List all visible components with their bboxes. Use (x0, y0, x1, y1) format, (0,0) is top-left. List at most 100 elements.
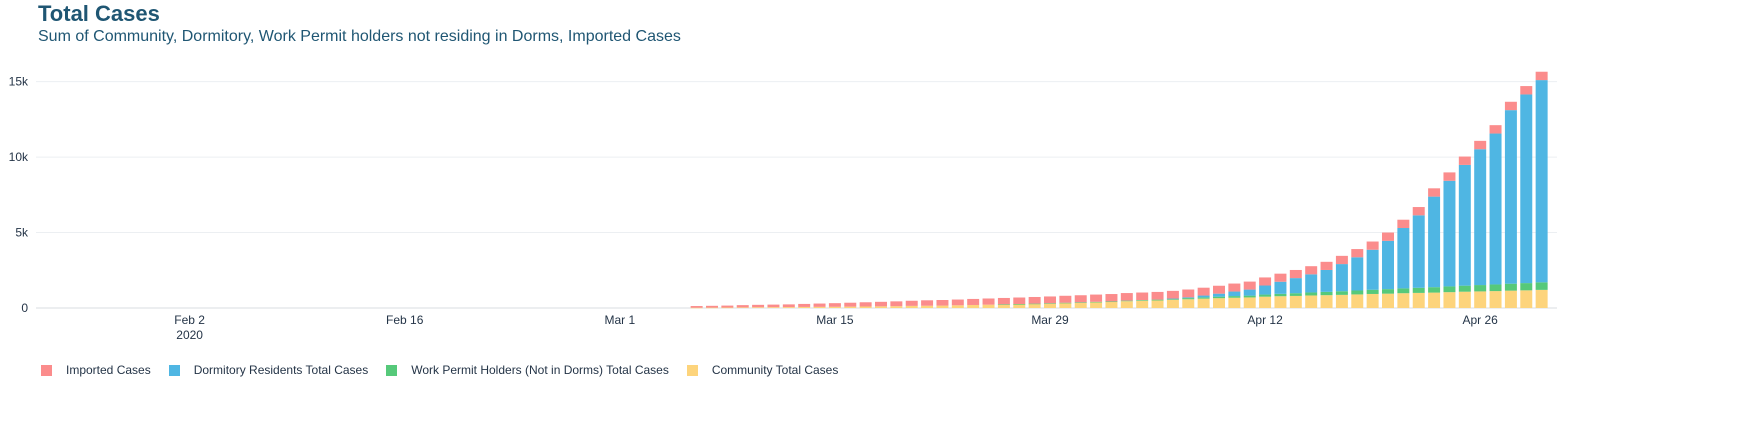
bar-segment (1489, 284, 1502, 292)
bar-segment (721, 307, 734, 309)
bar-segment (1289, 295, 1302, 308)
y-tick-label: 15k (9, 75, 29, 89)
bar-segment (1320, 261, 1333, 270)
bar-segment (1351, 249, 1364, 258)
bar-segment (951, 305, 964, 308)
bar-segment (1520, 94, 1533, 284)
bar-segment (1166, 298, 1179, 300)
bar-segment (1013, 304, 1026, 308)
bar-segment (1028, 303, 1041, 308)
bar-segment (1228, 297, 1241, 308)
bar-segment (1182, 299, 1195, 308)
bar-segment (859, 306, 872, 308)
bar-segment (1320, 295, 1333, 308)
bar-segment (1028, 296, 1041, 304)
bar-segment (1105, 301, 1118, 303)
bar-segment (982, 298, 995, 305)
bar-segment (1166, 290, 1179, 299)
bar-segment (1520, 86, 1533, 95)
bar-segment (1366, 289, 1379, 294)
bar-segment (1105, 294, 1118, 302)
bar-segment (1412, 215, 1425, 288)
bar-segment (1228, 296, 1241, 298)
legend-item[interactable]: Imported Cases (41, 363, 151, 377)
legend-item[interactable]: Community Total Cases (686, 363, 839, 377)
bar-segment (1289, 293, 1302, 296)
bar-segment (1274, 293, 1287, 297)
bar-segment (1243, 289, 1256, 296)
legend-swatch (168, 364, 180, 376)
bar-segment (706, 305, 718, 308)
bar-segment (1044, 303, 1056, 308)
bar-segment (1305, 274, 1318, 293)
bar-segment (967, 298, 980, 305)
bar-segment (1305, 295, 1318, 308)
legend-swatch (41, 364, 52, 376)
bar-segment (1397, 293, 1410, 308)
bar-segment (1474, 149, 1487, 286)
bar-segment (828, 306, 841, 308)
bar-segment (1366, 241, 1379, 250)
bar-segment (767, 307, 780, 308)
x-tick-label: Apr 12 (1247, 313, 1283, 327)
bar-segment (752, 304, 765, 308)
bar-segment (1382, 293, 1394, 308)
bar-segment (1443, 292, 1456, 308)
bar-segment (1335, 264, 1348, 292)
chart-subtitle: Sum of Community, Dormitory, Work Permit… (38, 28, 681, 45)
bar-segment (1013, 297, 1026, 305)
legend-item[interactable]: Dormitory Residents Total Cases (168, 363, 368, 377)
bar-segment (1382, 232, 1394, 241)
x-tick-label: Feb 2 (174, 313, 205, 327)
bar-segment (1259, 296, 1272, 308)
bar-segment (1320, 291, 1333, 296)
bar-segment (1259, 277, 1272, 286)
bar-segment (951, 299, 964, 306)
bar-segment (1305, 292, 1318, 296)
bar-segment (921, 300, 934, 306)
bar-segment (782, 307, 795, 308)
bar-segment (1028, 303, 1041, 305)
bar-segment (1428, 287, 1441, 293)
bar-segment (1228, 291, 1241, 297)
bar-segment (1243, 297, 1256, 308)
bar-segment (1520, 290, 1533, 308)
bar-segment (936, 300, 949, 306)
bar-segment (1059, 295, 1072, 303)
x-tick-label: Mar 15 (816, 313, 854, 327)
bar-segment (1535, 282, 1548, 290)
legend-item[interactable]: Work Permit Holders (Not in Dorms) Total… (386, 363, 669, 377)
bar-segment (1458, 156, 1471, 165)
chart-title: Total Cases (38, 1, 160, 26)
bar-segment (813, 303, 826, 307)
bar-segment (1289, 278, 1302, 294)
legend-label: Community Total Cases (711, 363, 839, 377)
bar-segment (1504, 290, 1517, 308)
bar-segment (736, 305, 749, 308)
bar-segment (1059, 303, 1072, 308)
bar-segment (736, 307, 749, 308)
bar-segment (1090, 301, 1103, 303)
bar-segment (905, 300, 918, 306)
bar-segment (1136, 300, 1149, 308)
bar-segment (1074, 295, 1087, 303)
bar-segment (1489, 291, 1502, 308)
bar-segment (1458, 285, 1471, 292)
bar-segment (1074, 302, 1087, 308)
bar-segment (1090, 302, 1103, 308)
bar-segment (1136, 292, 1149, 301)
bar-segment (1274, 296, 1287, 308)
bar-segment (1366, 249, 1379, 290)
bar-segment (1520, 283, 1533, 291)
bar-segment (844, 306, 857, 308)
bar-segment (875, 306, 887, 308)
bar-segment (1259, 285, 1272, 295)
bar-segment (1182, 298, 1195, 300)
bar-segment (1274, 281, 1287, 294)
bar-segment (844, 302, 857, 307)
bar-segment (1366, 293, 1379, 308)
bar-segment (1412, 207, 1425, 216)
bar-segment (813, 306, 826, 308)
bar-segment (1074, 302, 1087, 303)
